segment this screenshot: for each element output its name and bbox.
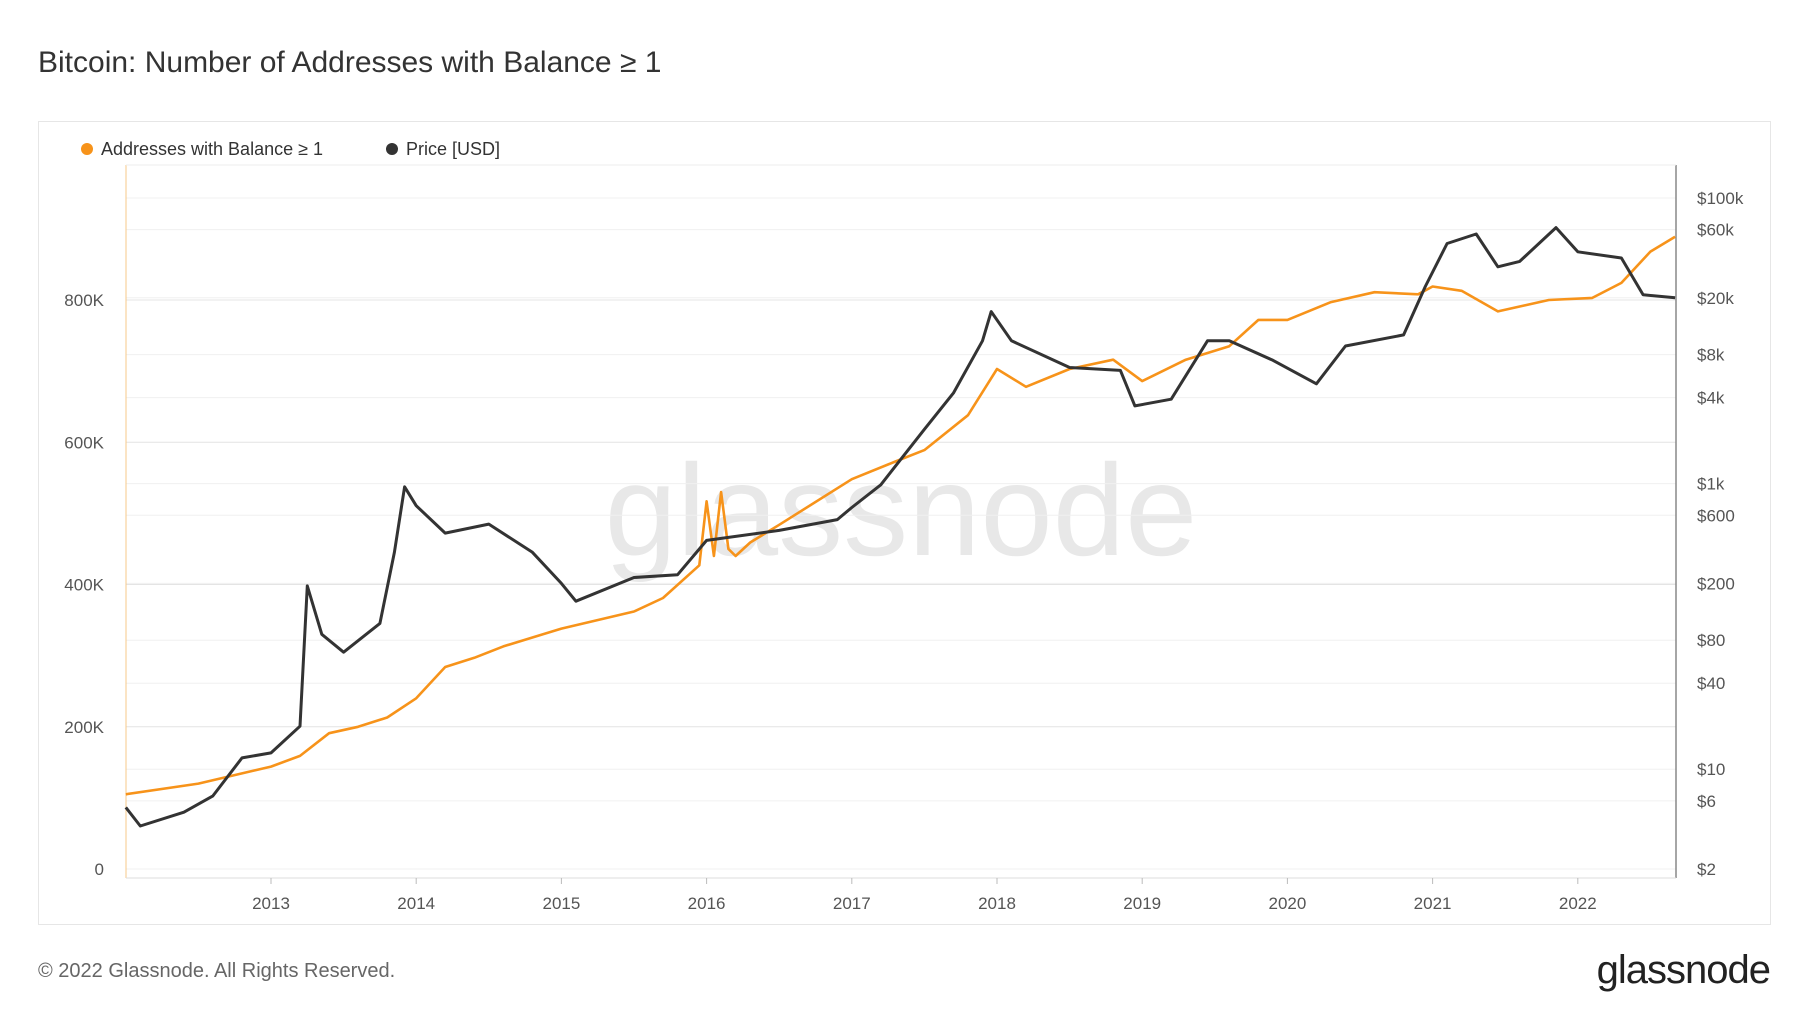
right-axis-tick-label: $100k bbox=[1697, 189, 1744, 208]
chart-title: Bitcoin: Number of Addresses with Balanc… bbox=[38, 46, 662, 79]
left-axis-tick-label: 400K bbox=[64, 576, 104, 595]
x-axis-tick-label: 2016 bbox=[688, 894, 726, 913]
glassnode-logo: glassnode bbox=[1596, 948, 1771, 992]
right-axis-tick-label: $20k bbox=[1697, 289, 1734, 308]
left-axis-tick-label: 600K bbox=[64, 433, 104, 452]
legend-marker-addresses bbox=[81, 143, 93, 155]
x-axis-tick-label: 2022 bbox=[1559, 894, 1597, 913]
addresses-series-line bbox=[125, 235, 1676, 796]
right-axis-tick-label: $4k bbox=[1697, 389, 1725, 408]
x-axis-tick-label: 2019 bbox=[1123, 894, 1161, 913]
right-axis-tick-label: $60k bbox=[1697, 221, 1734, 240]
x-axis-tick-label: 2018 bbox=[978, 894, 1016, 913]
legend-label: Price [USD] bbox=[406, 139, 500, 159]
left-axis-tick-label: 800K bbox=[64, 291, 104, 310]
x-axis-tick-label: 2014 bbox=[397, 894, 435, 913]
x-axis-tick-label: 2015 bbox=[542, 894, 580, 913]
right-axis-tick-label: $10 bbox=[1697, 760, 1725, 779]
copyright: © 2022 Glassnode. All Rights Reserved. bbox=[38, 960, 396, 982]
right-axis-tick-label: $2 bbox=[1697, 860, 1716, 879]
x-axis-tick-label: 2021 bbox=[1414, 894, 1452, 913]
legend-label: Addresses with Balance ≥ 1 bbox=[101, 139, 323, 159]
left-axis-tick-label: 200K bbox=[64, 718, 104, 737]
right-axis-tick-label: $200 bbox=[1697, 574, 1735, 593]
right-axis-tick-label: $80 bbox=[1697, 631, 1725, 650]
x-axis-tick-label: 2013 bbox=[252, 894, 290, 913]
right-axis-tick-label: $8k bbox=[1697, 346, 1725, 365]
chart-frame bbox=[38, 121, 1771, 925]
legend-marker-price bbox=[386, 143, 398, 155]
x-axis-tick-label: 2020 bbox=[1268, 894, 1306, 913]
right-axis-tick-label: $6 bbox=[1697, 792, 1716, 811]
right-axis-tick-label: $1k bbox=[1697, 475, 1725, 494]
x-axis-tick-label: 2017 bbox=[833, 894, 871, 913]
right-axis-tick-label: $40 bbox=[1697, 674, 1725, 693]
left-axis-tick-label: 0 bbox=[95, 860, 104, 879]
right-axis-tick-label: $600 bbox=[1697, 506, 1735, 525]
